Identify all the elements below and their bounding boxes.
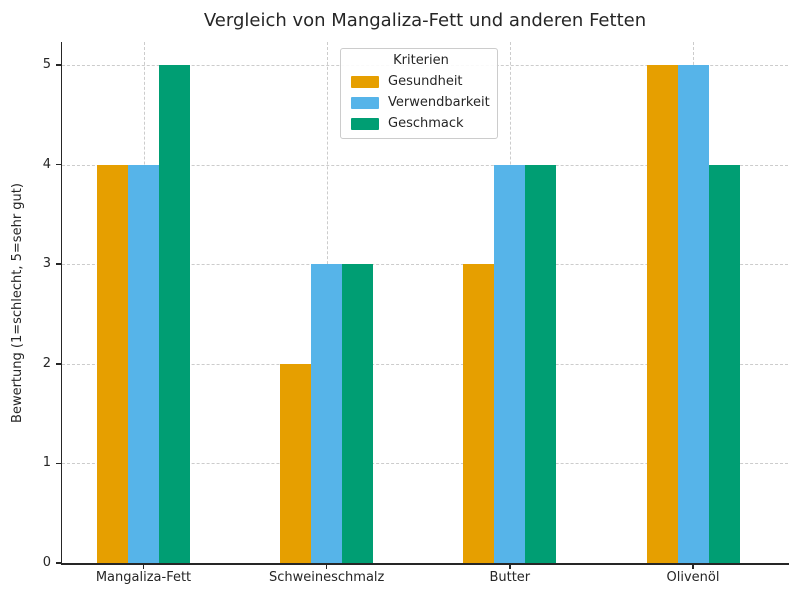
x-tick-mark-schweineschmalz [325,564,328,569]
bar-mangaliza-fett-geschmack [159,65,190,563]
legend-label-gesundheit: Gesundheit [388,73,463,89]
x-axis-spine [60,563,789,565]
x-tick-label-olivenol: Olivenöl [666,570,720,585]
horizontal-gridline-1 [62,463,788,465]
y-tick-label-3: 3 [42,256,51,272]
legend-entries: Gesundheit Verwendbarkeit Geschmack [351,71,491,134]
y-tick-mark-5 [55,64,61,66]
bar-olivenol-verwendbarkeit [677,65,709,563]
y-tick-label-2: 2 [42,355,51,371]
x-tick-label-mangaliza-fett: Mangaliza-Fett [95,570,192,585]
bar-mangaliza-fett-gesundheit [97,164,128,563]
horizontal-gridline-4 [62,164,788,166]
x-tick-mark-butter [509,564,511,569]
x-tick-mark-olivenol [692,564,694,569]
bar-olivenol-geschmack [708,164,740,563]
y-tick-mark-1 [55,462,61,465]
horizontal-gridline-2 [62,363,788,365]
y-axis-spine [60,42,62,565]
x-tick-label-butter: Butter [489,570,531,585]
y-axis-label: Bewertung (1=schlecht, 5=sehr gut) [10,183,25,423]
legend-swatch-gesundheit [351,75,379,88]
y-tick-mark-4 [55,163,61,166]
bar-schweineschmalz-geschmack [342,264,374,563]
bar-schweineschmalz-verwendbarkeit [311,264,343,563]
legend: Kriterien Gesundheit Verwendbarkeit Geschm… [340,48,498,139]
horizontal-gridline-3 [62,264,788,266]
bar-mangaliza-fett-verwendbarkeit [128,164,159,563]
x-tick-label-schweineschmalz: Schweineschmalz [269,570,385,585]
legend-swatch-geschmack [351,117,379,130]
y-tick-label-0: 0 [42,555,51,570]
x-tick-mark-mangaliza-fett [142,564,145,569]
plot-area [62,42,788,563]
legend-swatch-verwendbarkeit [351,96,379,109]
legend-item-geschmack: Geschmack [351,113,491,134]
y-tick-label-5: 5 [42,57,51,72]
bar-butter-geschmack [525,164,557,563]
y-tick-label-1: 1 [42,455,51,471]
y-tick-mark-2 [55,363,61,365]
legend-title: Kriterien [393,53,449,68]
bar-olivenol-gesundheit [646,65,678,563]
y-tick-label-4: 4 [42,156,51,172]
chart-title: Vergleich von Mangaliza-Fett und anderen… [203,10,647,31]
legend-label-geschmack: Geschmack [388,115,464,131]
y-tick-mark-0 [55,562,61,564]
y-tick-mark-3 [55,263,61,265]
legend-item-gesundheit: Gesundheit [351,71,491,92]
bar-butter-verwendbarkeit [494,164,526,563]
legend-label-verwendbarkeit: Verwendbarkeit [388,94,490,110]
bar-schweineschmalz-gesundheit [280,363,312,563]
bar-butter-gesundheit [463,264,495,563]
legend-item-verwendbarkeit: Verwendbarkeit [351,92,491,113]
